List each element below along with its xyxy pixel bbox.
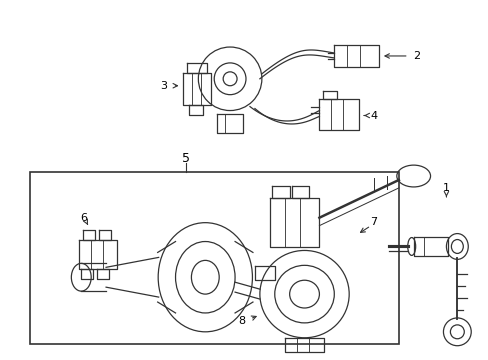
Text: 3: 3 (160, 81, 167, 91)
Text: 4: 4 (370, 111, 377, 121)
Text: 2: 2 (412, 51, 419, 61)
Text: 5: 5 (182, 152, 190, 165)
Text: 7: 7 (370, 217, 377, 227)
Text: 1: 1 (442, 183, 449, 193)
Text: 6: 6 (80, 213, 86, 223)
Bar (30, 172, 398, 344)
Text: 8: 8 (238, 316, 245, 326)
